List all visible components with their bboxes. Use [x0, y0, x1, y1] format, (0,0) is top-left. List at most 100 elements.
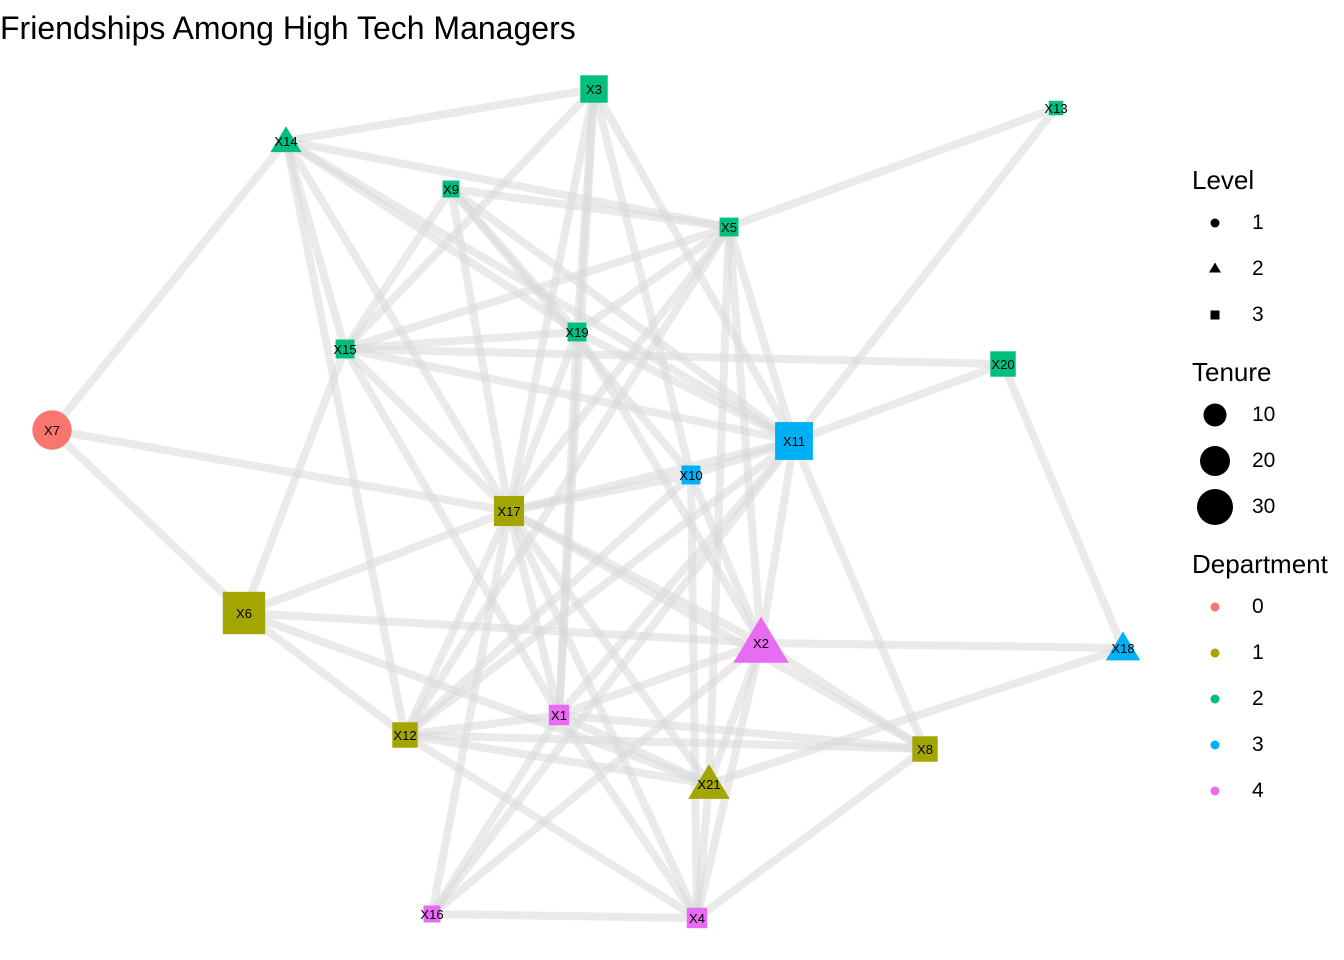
- edge-X5-X17: [505, 224, 733, 514]
- edge-X2-X1: [557, 639, 763, 719]
- node-marker: [335, 339, 355, 359]
- legend-department-item: 4: [1192, 768, 1344, 814]
- node-label: X9: [443, 182, 459, 197]
- node-marker: [222, 591, 266, 635]
- node-marker: [423, 905, 441, 923]
- node-marker: [775, 422, 813, 460]
- legend-level-label: 3: [1252, 303, 1264, 326]
- node-x16: X16: [420, 905, 444, 923]
- edge-X9-X11: [448, 185, 797, 445]
- edge-X12-X4: [402, 731, 700, 922]
- node-label: X8: [917, 742, 933, 757]
- legend-department-item: 2: [1192, 676, 1344, 722]
- legend-level-item: 2: [1192, 246, 1344, 292]
- node-x18: X18: [1105, 631, 1141, 661]
- color-key-icon: [1210, 786, 1220, 796]
- node-x13: X13: [1044, 100, 1068, 116]
- edge-X9-X15: [341, 186, 455, 352]
- edge-X7-X14: [48, 138, 290, 433]
- legend-department-label: 0: [1252, 595, 1264, 618]
- node-label: X6: [236, 606, 252, 621]
- node-label: X14: [274, 134, 297, 149]
- edge-X5-X19: [574, 223, 732, 336]
- node-marker: [442, 180, 460, 198]
- edge-X1-X4: [555, 712, 701, 921]
- node-x19: X19: [565, 322, 589, 342]
- node-label: X7: [44, 423, 60, 438]
- size-key-icon: [1200, 446, 1230, 476]
- edge-X11-X16: [428, 438, 798, 917]
- edge-X6-X21: [242, 609, 711, 788]
- legend-tenure-item: 10: [1192, 392, 1344, 438]
- node-x9: X9: [442, 180, 460, 198]
- triangle-key-icon: [1209, 262, 1221, 273]
- color-key-icon: [1210, 602, 1220, 612]
- edge-X14-X17: [282, 138, 513, 514]
- legend-tenure-label: 30: [1252, 495, 1276, 518]
- edge-X1-X16: [428, 712, 563, 917]
- node-label: X11: [783, 434, 805, 449]
- edge-X1-X21: [557, 711, 711, 788]
- edge-X17-X4: [505, 509, 701, 920]
- node-label: X3: [586, 82, 602, 97]
- legend-department-label: 2: [1252, 687, 1264, 710]
- size-key-icon: [1203, 403, 1227, 427]
- edge-X10-X2: [687, 473, 765, 645]
- edge-X21-X4: [693, 783, 713, 919]
- color-key-icon: [1210, 740, 1220, 750]
- network-diagram: X1 X2 X3 X4 X5 X6 X7 X8 X9 X10 X11 X12 X13 X14 X15 X16 X…: [32, 75, 1141, 929]
- edge-X6-X2: [243, 609, 762, 647]
- node-label: X17: [497, 504, 520, 519]
- node-marker: [990, 351, 1016, 377]
- node-x4: X4: [686, 907, 708, 929]
- node-label: X10: [679, 468, 702, 483]
- legend-department-label: 4: [1252, 779, 1264, 802]
- node-marker: [493, 495, 525, 527]
- legend-tenure-title: Tenure: [1192, 357, 1272, 387]
- node-marker: [392, 722, 418, 748]
- edge-X1-X8: [558, 711, 926, 753]
- node-layer: X1 X2 X3 X4 X5 X6 X7 X8 X9 X10 X11 X12 X13 X14 X15 X16 X…: [32, 75, 1141, 929]
- edge-X9-X5: [450, 185, 730, 231]
- legend-level-item: 1: [1192, 200, 1344, 246]
- node-label: X20: [991, 357, 1014, 372]
- edge-X21-X18: [707, 644, 1125, 788]
- node-label: X16: [420, 907, 443, 922]
- color-key-icon: [1210, 694, 1220, 704]
- node-x14: X14: [270, 126, 302, 153]
- node-x20: X20: [990, 351, 1016, 377]
- legend-department-item: 0: [1192, 584, 1344, 630]
- edge-layer: [48, 85, 1127, 922]
- legend-tenure-item: 30: [1192, 484, 1344, 530]
- node-x6: X6: [222, 591, 266, 635]
- node-x7: X7: [32, 410, 72, 450]
- legend-level-label: 1: [1252, 211, 1264, 234]
- legend-level-item: 3: [1192, 292, 1344, 338]
- node-label: X19: [565, 325, 588, 340]
- edge-X6-X12: [241, 609, 408, 739]
- edge-X11-X8: [790, 439, 929, 751]
- node-marker: [1048, 100, 1064, 116]
- edge-X2-X16: [429, 639, 764, 918]
- node-marker: [733, 616, 789, 663]
- edge-X19-X1: [555, 331, 581, 716]
- edge-X2-X8: [758, 639, 928, 753]
- edge-X5-X13: [727, 104, 1058, 231]
- edge-X5-X21: [705, 226, 733, 785]
- node-marker: [1105, 631, 1141, 661]
- edge-X17-X1: [505, 510, 563, 716]
- node-x3: X3: [580, 75, 608, 103]
- edge-X11-X2: [757, 440, 798, 644]
- node-x21: X21: [688, 764, 730, 799]
- node-marker: [567, 322, 587, 342]
- node-x8: X8: [912, 736, 938, 762]
- edge-X3-X11: [590, 87, 798, 443]
- node-marker: [912, 736, 938, 762]
- legend-tenure-label: 20: [1252, 449, 1276, 472]
- node-marker: [32, 410, 72, 450]
- edge-X14-X3: [285, 85, 595, 145]
- size-key-icon: [1197, 489, 1233, 525]
- node-x17: X17: [493, 495, 525, 527]
- legend-department-label: 1: [1252, 641, 1264, 664]
- node-marker: [270, 126, 302, 153]
